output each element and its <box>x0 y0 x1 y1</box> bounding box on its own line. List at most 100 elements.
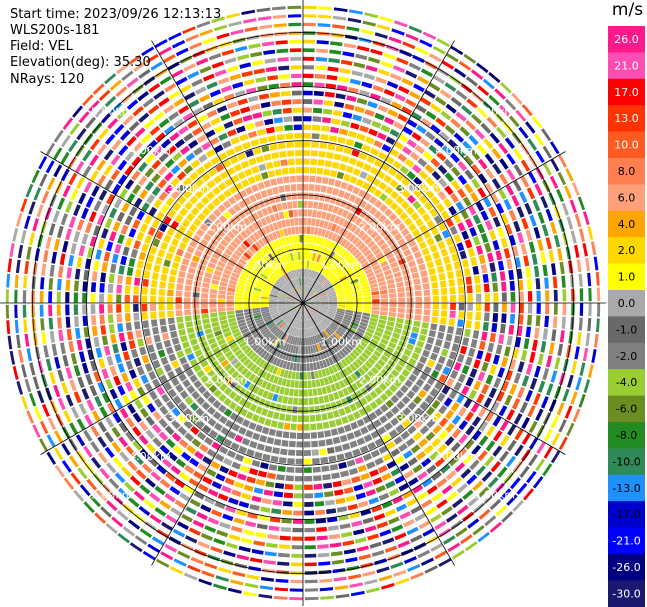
range-gate <box>320 134 329 141</box>
range-gate <box>238 545 251 553</box>
velocity-gates <box>5 5 601 601</box>
range-gate <box>125 322 132 331</box>
range-gate <box>385 155 395 165</box>
range-gate <box>372 264 381 271</box>
range-gate <box>73 489 85 502</box>
range-gate <box>73 204 81 217</box>
range-gate <box>310 158 318 166</box>
range-gate <box>330 223 338 232</box>
range-gate <box>362 312 371 317</box>
range-gate <box>109 365 118 377</box>
range-gate <box>232 37 246 44</box>
range-gate <box>265 481 275 488</box>
range-gate <box>355 160 365 169</box>
range-gate <box>247 176 256 185</box>
range-gate <box>414 284 422 291</box>
range-gate <box>39 290 44 303</box>
range-gate <box>355 53 368 61</box>
colorbar-segment <box>608 131 645 159</box>
range-gate <box>357 272 366 278</box>
range-gate <box>493 377 502 389</box>
range-gate <box>333 353 341 362</box>
range-gate <box>426 485 438 495</box>
range-gate <box>111 253 119 264</box>
range-gate <box>394 475 405 485</box>
range-gate <box>176 171 187 181</box>
range-gate <box>272 14 287 19</box>
range-gate <box>210 360 219 368</box>
range-gate <box>236 261 245 269</box>
range-gate <box>317 544 329 549</box>
range-gate <box>193 364 202 373</box>
range-gate <box>101 228 109 239</box>
range-gate <box>303 297 310 303</box>
range-gate <box>234 224 243 233</box>
range-gate <box>295 345 299 354</box>
range-gate <box>292 362 297 371</box>
range-gate <box>428 330 436 338</box>
range-gate <box>131 156 142 167</box>
range-gate <box>194 190 204 199</box>
range-gate <box>284 254 290 263</box>
range-gate <box>175 297 182 303</box>
range-gate <box>369 206 378 216</box>
range-gate <box>97 174 107 187</box>
range-gate <box>303 277 306 286</box>
range-gate <box>111 139 122 151</box>
range-gate <box>350 122 360 130</box>
range-gate <box>223 397 232 407</box>
range-gate <box>357 230 366 239</box>
range-gate <box>376 170 386 180</box>
range-gate <box>197 385 207 394</box>
range-gate <box>299 363 303 372</box>
range-gate <box>192 344 201 352</box>
range-gate <box>312 388 318 396</box>
range-gate <box>330 170 338 178</box>
range-gate <box>236 246 245 254</box>
range-gate <box>159 281 167 289</box>
range-gate <box>207 517 220 525</box>
range-gate <box>230 442 240 451</box>
range-gate <box>138 112 150 123</box>
range-gate <box>304 579 318 584</box>
range-gate <box>186 353 195 361</box>
range-gate <box>201 293 209 298</box>
range-gate <box>116 313 123 323</box>
range-gate <box>419 97 432 107</box>
range-gate <box>359 340 368 348</box>
range-gate <box>255 346 263 354</box>
range-gate <box>293 319 298 328</box>
range-gate <box>202 476 213 485</box>
range-gate <box>578 317 583 331</box>
range-gate <box>413 278 421 285</box>
range-gate <box>159 444 170 455</box>
range-gate <box>261 408 269 417</box>
range-gate <box>250 341 258 349</box>
range-gate <box>297 200 303 208</box>
range-gate <box>112 412 122 424</box>
range-gate <box>431 399 441 410</box>
range-gate <box>316 40 329 45</box>
range-gate <box>257 250 265 258</box>
range-gate <box>311 305 320 310</box>
range-gate <box>91 185 100 197</box>
range-gate <box>110 102 123 114</box>
range-gate <box>275 125 284 132</box>
range-gate <box>489 132 500 144</box>
range-gate <box>324 367 331 376</box>
range-gate <box>431 492 443 502</box>
colorbar-segment <box>608 342 645 370</box>
range-gate <box>317 287 325 294</box>
range-gate <box>293 510 303 516</box>
range-gate <box>234 562 248 569</box>
range-gate <box>378 181 388 191</box>
range-gate <box>354 303 363 306</box>
range-gate <box>544 277 549 289</box>
range-gate <box>288 235 294 244</box>
range-gate <box>329 196 337 204</box>
range-gate <box>291 318 296 327</box>
range-gate <box>183 420 193 430</box>
range-gate <box>170 330 178 339</box>
range-gate <box>422 383 432 393</box>
range-gate <box>272 447 280 455</box>
